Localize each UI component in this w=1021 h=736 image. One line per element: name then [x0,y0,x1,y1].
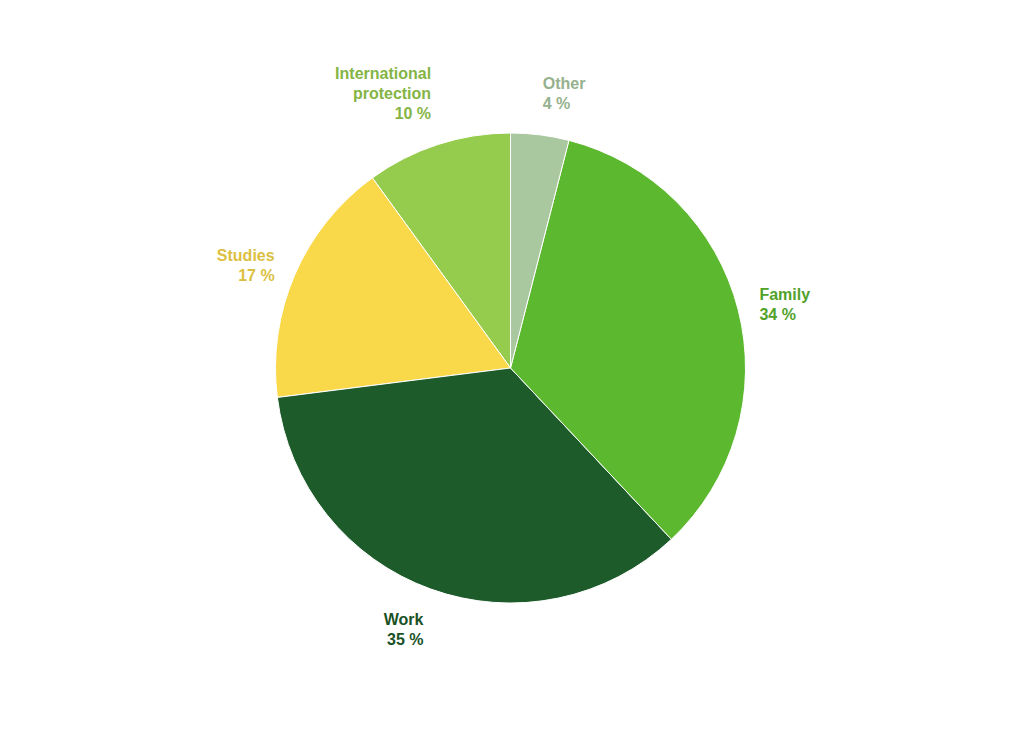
slice-label-line: Family [759,286,810,303]
data-label: 35 % [387,631,423,648]
slice-label: Other [543,75,586,92]
slice-labels: International protection 10 % Studies 17 % Wo… [217,65,810,648]
slice-label-line: International [335,65,431,82]
data-label: 17 % [238,267,274,284]
slice-label: Work [384,611,424,628]
data-label: 10 % [395,105,431,122]
pie-slice [275,178,510,398]
slice-label: Studies [217,247,275,264]
slice-label: Family [759,286,810,303]
slice-label-line: Work [384,611,424,628]
slice-label-line: Other [543,75,586,92]
pie-slice [511,133,569,368]
chart: International protection 10 % Studies 17 % Wo… [0,0,1021,736]
slice-label: International protection [335,65,431,102]
slice-label-line: Studies [217,247,275,264]
pie [275,133,745,603]
data-label: 4 % [543,95,571,112]
slice-label-line: protection [353,85,431,102]
data-label: 34 % [759,306,795,323]
